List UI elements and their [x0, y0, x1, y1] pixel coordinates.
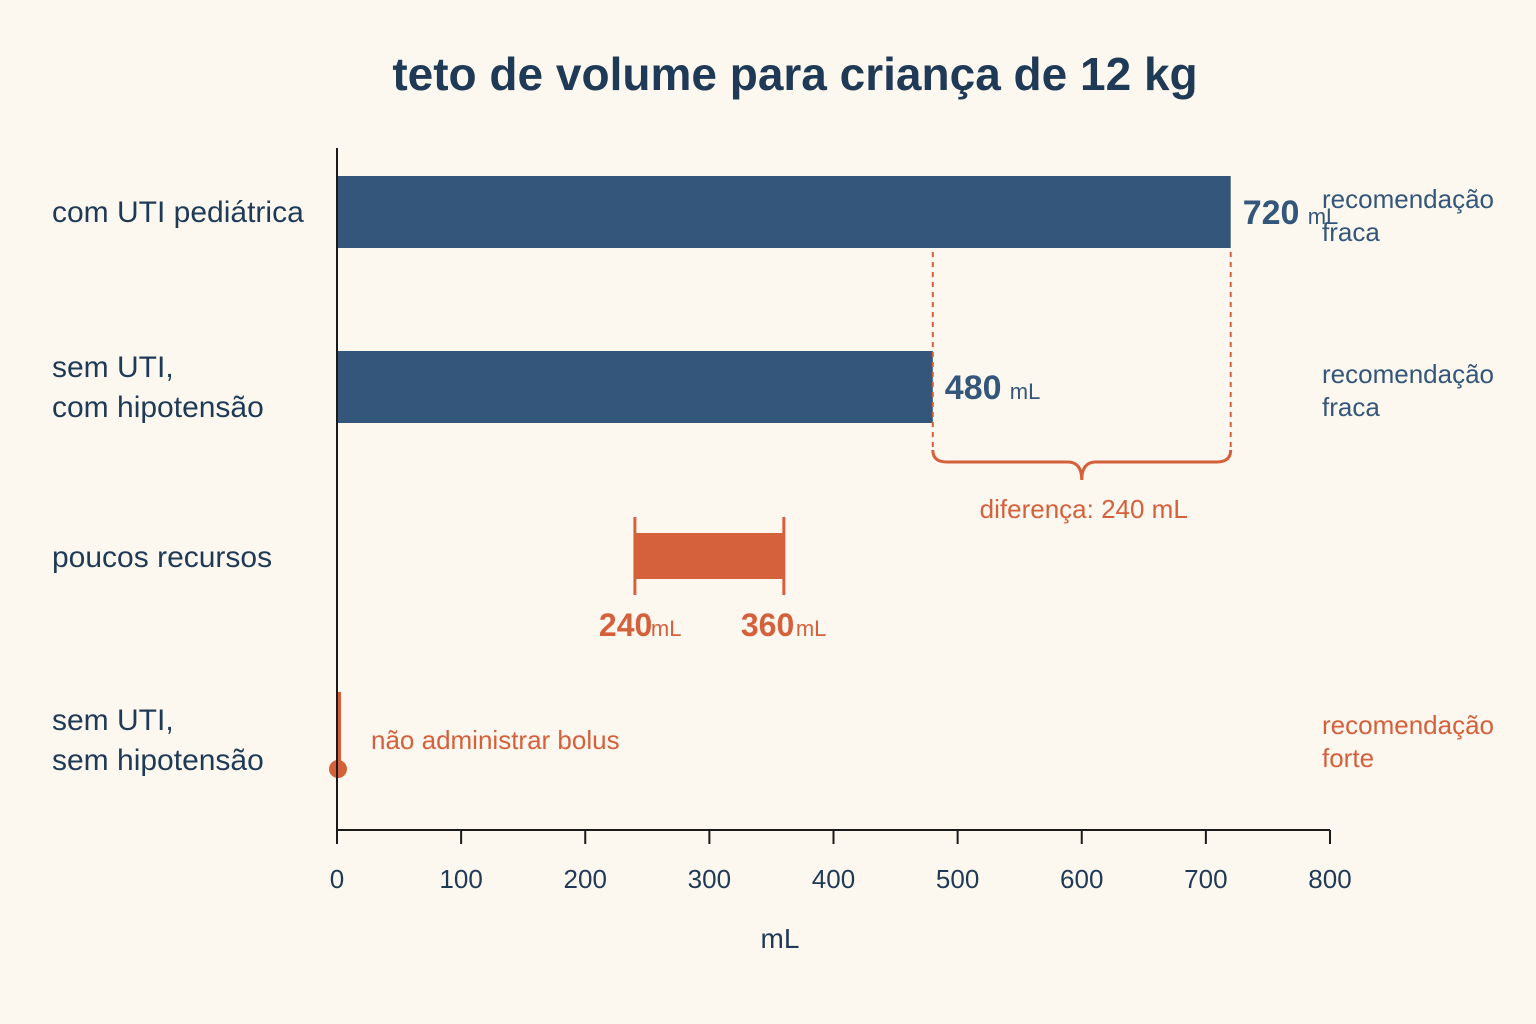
- bar-value-label: 480: [945, 369, 1002, 407]
- bar-value-label: 720: [1243, 194, 1300, 232]
- range-low-label: 240: [599, 607, 652, 643]
- recommendation-label: fraca: [1322, 217, 1380, 247]
- x-axis-title: mL: [761, 923, 800, 954]
- x-tick-label: 300: [688, 864, 731, 894]
- x-tick-label: 500: [936, 864, 979, 894]
- range-low-unit: mL: [651, 616, 682, 641]
- recommendation-label: forte: [1322, 743, 1374, 773]
- zero-note: não administrar bolus: [371, 725, 620, 755]
- x-tick-label: 600: [1060, 864, 1103, 894]
- range-high-label: 360: [741, 607, 794, 643]
- category-label: sem hipotensão: [52, 744, 264, 777]
- category-label: sem UTI,: [52, 704, 174, 737]
- x-tick-label: 0: [330, 864, 344, 894]
- category-label: poucos recursos: [52, 541, 272, 574]
- bar-unit-label: mL: [1010, 379, 1041, 404]
- recommendation-label: recomendação: [1322, 710, 1494, 740]
- bar: [337, 176, 1231, 248]
- category-label: sem UTI,: [52, 351, 174, 384]
- difference-bracket: [931, 449, 1233, 481]
- range-high-unit: mL: [796, 616, 827, 641]
- bar: [337, 351, 933, 423]
- recommendation-label: recomendação: [1322, 359, 1494, 389]
- category-label: com hipotensão: [52, 391, 264, 424]
- bar-unit-label: mL: [1308, 204, 1339, 229]
- x-tick-label: 100: [439, 864, 482, 894]
- x-tick-label: 400: [812, 864, 855, 894]
- x-tick-label: 700: [1184, 864, 1227, 894]
- range-bar: [634, 533, 784, 579]
- difference-label: diferença: 240 mL: [980, 494, 1188, 524]
- recommendation-label: fraca: [1322, 392, 1380, 422]
- recommendation-label: recomendação: [1322, 184, 1494, 214]
- chart-title: teto de volume para criança de 12 kg: [392, 48, 1197, 100]
- x-axis: 0 100 200 300 400 500 600 700 800: [330, 148, 1352, 894]
- x-tick-label: 800: [1308, 864, 1351, 894]
- category-label: com UTI pediátrica: [52, 196, 304, 229]
- category-labels: com UTI pediátrica sem UTI, com hipotensão…: [52, 196, 304, 777]
- x-tick-label: 200: [564, 864, 607, 894]
